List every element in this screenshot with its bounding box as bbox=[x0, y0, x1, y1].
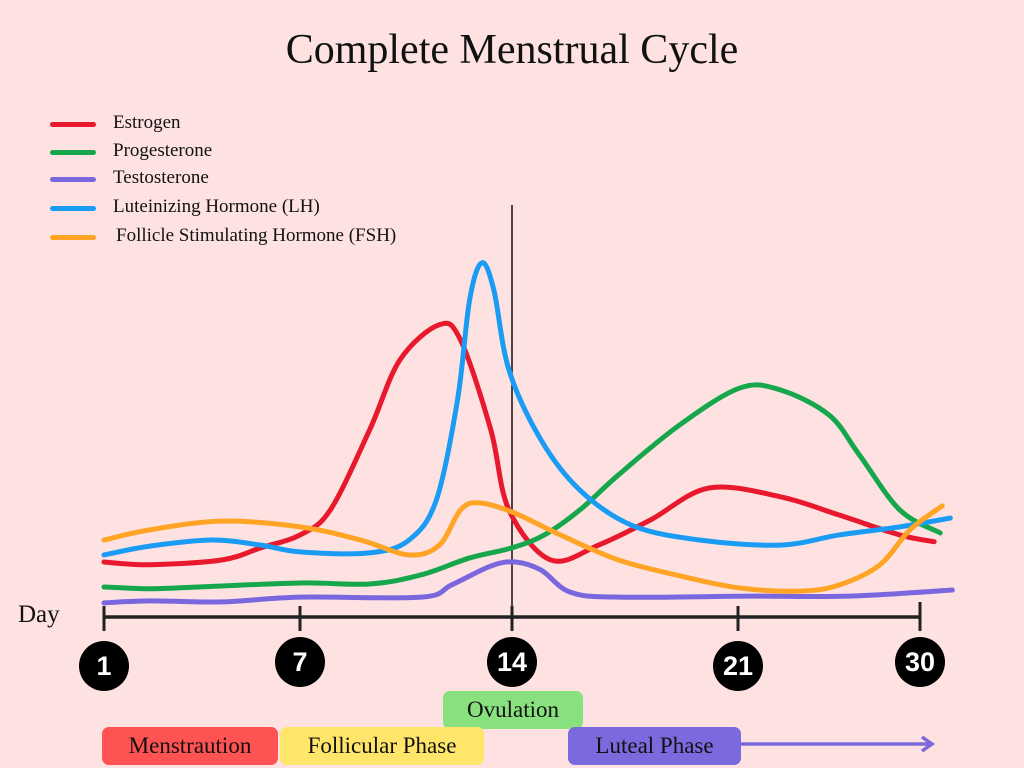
legend-label: Progesterone bbox=[113, 140, 213, 161]
chart-title: Complete Menstrual Cycle bbox=[285, 27, 739, 73]
legend-item-testosterone: Testosterone bbox=[0, 167, 500, 191]
x-tick-label: 21 bbox=[713, 641, 763, 691]
legend-label: Estrogen bbox=[113, 112, 181, 133]
series-line-progesterone bbox=[101, 382, 943, 592]
legend-label: Testosterone bbox=[113, 167, 209, 188]
x-tick-label: 1 bbox=[79, 641, 129, 691]
x-tick-label: 14 bbox=[487, 637, 537, 687]
x-tick-label: 7 bbox=[275, 637, 325, 687]
legend-item-estrogen: Estrogen bbox=[0, 112, 500, 136]
series-line-estrogen bbox=[101, 320, 937, 568]
phase-menstruation: Menstraution bbox=[102, 727, 278, 765]
series-line-follicle-stimulating-hormone-fsh bbox=[101, 500, 945, 594]
arrow-head-icon bbox=[920, 735, 936, 753]
x-tick-label: 30 bbox=[895, 637, 945, 687]
series-line-testosterone bbox=[101, 559, 955, 606]
phase-follicular: Follicular Phase bbox=[280, 727, 484, 765]
legend-item-fsh: Follicle Stimulating Hormone (FSH) bbox=[0, 225, 500, 249]
legend-swatch bbox=[50, 150, 96, 155]
legend-item-lh: Luteinizing Hormone (LH) bbox=[0, 196, 500, 220]
series-line-luteinizing-hormone-lh bbox=[101, 260, 953, 558]
legend-swatch bbox=[50, 122, 96, 127]
legend-swatch bbox=[50, 177, 96, 182]
legend-label: Follicle Stimulating Hormone (FSH) bbox=[116, 225, 397, 246]
legend-label: Luteinizing Hormone (LH) bbox=[113, 196, 320, 217]
x-axis-label: Day bbox=[18, 601, 60, 628]
legend-swatch bbox=[50, 206, 96, 211]
phase-ovulation: Ovulation bbox=[443, 691, 583, 729]
phase-luteal: Luteal Phase bbox=[568, 727, 741, 765]
legend-swatch bbox=[50, 235, 96, 240]
legend-item-progesterone: Progesterone bbox=[0, 140, 500, 164]
